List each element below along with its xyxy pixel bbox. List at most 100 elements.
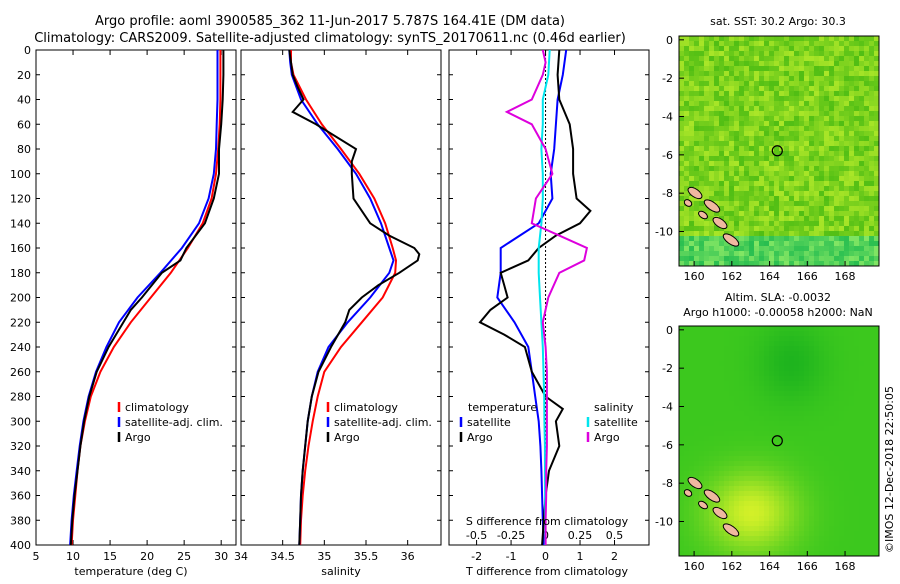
map-cell (704, 171, 710, 177)
map-cell (774, 346, 780, 352)
x-tick-label: 0 (542, 550, 549, 563)
map-cell (804, 206, 810, 212)
map-cell (729, 101, 735, 107)
map-cell (859, 541, 865, 547)
map-cell (854, 136, 860, 142)
map-cell (734, 441, 740, 447)
map-cell (804, 176, 810, 182)
map-cell (859, 246, 865, 252)
map-cell (814, 71, 820, 77)
map-cell (759, 516, 765, 522)
map-cell (849, 331, 855, 337)
map-cell (714, 391, 720, 397)
map-cell (849, 431, 855, 437)
map-cell (719, 476, 725, 482)
map-cell (679, 541, 685, 547)
map-cell (834, 76, 840, 82)
map-cell (869, 371, 875, 377)
map-cell (739, 221, 745, 227)
map-cell (789, 491, 795, 497)
map-cell (724, 136, 730, 142)
map-cell (799, 416, 805, 422)
map-cell (774, 231, 780, 237)
map-cell (689, 171, 695, 177)
map-cell (679, 261, 685, 266)
map-cell (854, 151, 860, 157)
map-cell (834, 106, 840, 112)
map-cell (849, 86, 855, 92)
map-cell (754, 136, 760, 142)
map-cell (719, 171, 725, 177)
map-cell (719, 431, 725, 437)
map-cell (809, 76, 815, 82)
map-cell (874, 526, 879, 532)
map-cell (759, 426, 765, 432)
map-cell (849, 166, 855, 172)
map-cell (729, 51, 735, 57)
map-cell (739, 206, 745, 212)
map-cell (744, 116, 750, 122)
map-cell (869, 456, 875, 462)
map-cell (874, 361, 879, 367)
map-cell (689, 231, 695, 237)
map-cell (824, 516, 830, 522)
map-cell (749, 116, 755, 122)
map-cell (839, 426, 845, 432)
map-cell (749, 461, 755, 467)
map-cell (834, 181, 840, 187)
map-cell (814, 86, 820, 92)
map-cell (824, 36, 830, 42)
map-cell (734, 101, 740, 107)
map-cell (799, 211, 805, 217)
map-cell (839, 386, 845, 392)
map-cell (794, 496, 800, 502)
map-cell (719, 441, 725, 447)
map-cell (859, 211, 865, 217)
map-cell (769, 376, 775, 382)
map-cell (859, 41, 865, 47)
map-cell (719, 66, 725, 72)
map-cell (684, 546, 690, 552)
map-cell (684, 191, 690, 197)
map-cell (849, 46, 855, 52)
map-cell (719, 466, 725, 472)
map-cell (699, 66, 705, 72)
map-cell (714, 326, 720, 332)
map-cell (744, 386, 750, 392)
map-cell (699, 451, 705, 457)
map-cell (844, 176, 850, 182)
map-cell (829, 246, 835, 252)
map-cell (739, 136, 745, 142)
map-cell (804, 66, 810, 72)
map-cell (814, 516, 820, 522)
map-cell (844, 121, 850, 127)
map-cell (804, 201, 810, 207)
map-cell (754, 131, 760, 137)
map-cell (864, 61, 870, 67)
map-cell (779, 161, 785, 167)
map-cell (684, 251, 690, 257)
map-cell (809, 121, 815, 127)
map-cell (789, 241, 795, 247)
map-cell (799, 191, 805, 197)
map-cell (764, 366, 770, 372)
map-cell (754, 91, 760, 97)
map-cell (754, 46, 760, 52)
map-cell (739, 481, 745, 487)
map-cell (689, 221, 695, 227)
map-cell (679, 536, 685, 542)
map-cell (814, 136, 820, 142)
map-cell (859, 526, 865, 532)
map-cell (719, 536, 725, 542)
map-cell (769, 166, 775, 172)
map-cell (724, 461, 730, 467)
map-cell (789, 226, 795, 232)
island-shape (712, 216, 728, 230)
map-cell (779, 86, 785, 92)
map-cell (784, 356, 790, 362)
y-tick-label: 120 (10, 193, 31, 206)
map-cell (724, 336, 730, 342)
map-cell (749, 506, 755, 512)
map-cell (809, 381, 815, 387)
map-cell (714, 191, 720, 197)
